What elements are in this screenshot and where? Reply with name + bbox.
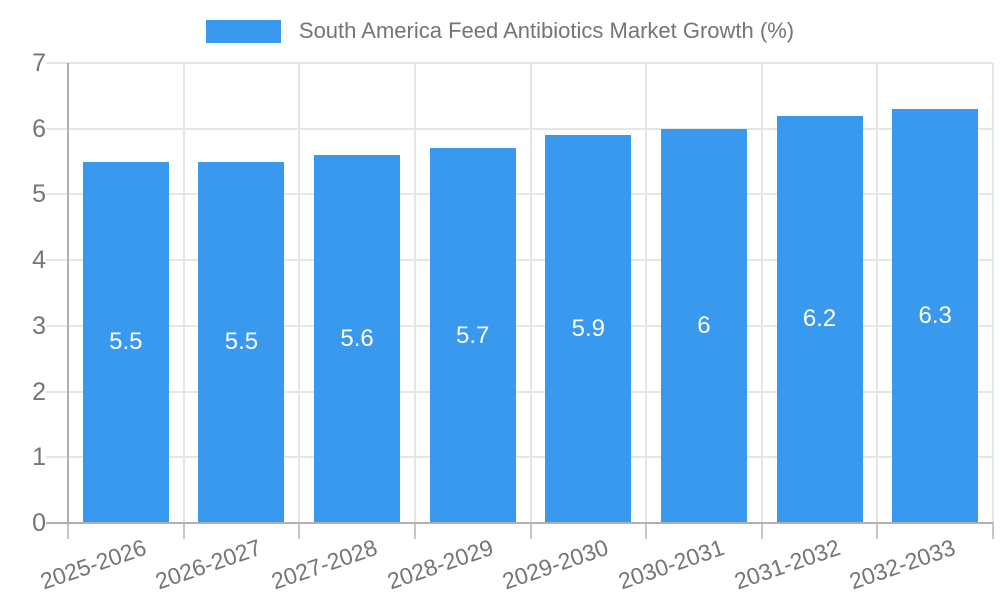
gridline-horizontal xyxy=(46,62,993,64)
gridline-horizontal xyxy=(46,193,993,196)
legend-label: South America Feed Antibiotics Market Gr… xyxy=(298,18,795,43)
gridline-vertical xyxy=(529,63,532,523)
bar xyxy=(660,128,747,523)
x-axis-category-label: 2030-2031 xyxy=(614,534,728,595)
bar-value-label: 5.6 xyxy=(340,325,374,352)
gridline-horizontal xyxy=(46,127,993,130)
gridline-vertical xyxy=(876,63,879,523)
bar-value-label: 5.5 xyxy=(109,328,143,356)
x-axis-line xyxy=(46,522,993,524)
y-axis-line xyxy=(67,63,69,525)
bar xyxy=(82,161,169,523)
y-axis-tick-label: 6 xyxy=(32,114,46,143)
gridline-vertical xyxy=(645,63,648,523)
y-axis-tick-label: 0 xyxy=(32,509,46,537)
x-axis-tick xyxy=(992,523,994,539)
bar xyxy=(314,155,401,523)
x-axis-tick xyxy=(645,523,648,539)
y-axis-tick-label: 7 xyxy=(32,49,46,77)
x-axis-tick xyxy=(182,523,185,539)
x-axis-category-label: 2027-2028 xyxy=(268,534,381,595)
bar-value-label: 6.3 xyxy=(918,302,952,329)
legend[interactable]: South America Feed Antibiotics Market Gr… xyxy=(0,18,1000,44)
bar xyxy=(892,109,979,523)
gridline-horizontal xyxy=(46,324,993,327)
bar-value-label: 5.5 xyxy=(224,328,259,356)
x-axis-tick xyxy=(529,523,532,539)
gridline-vertical xyxy=(298,63,301,523)
y-axis-tick-label: 5 xyxy=(32,180,46,209)
y-axis-tick-label: 1 xyxy=(32,443,46,472)
x-axis-tick xyxy=(67,523,69,539)
gridline-vertical xyxy=(760,63,763,523)
gridline-vertical xyxy=(413,63,416,523)
x-axis-category-label: 2029-2030 xyxy=(499,534,612,595)
x-axis-category-label: 2032-2033 xyxy=(846,534,959,595)
x-axis-tick xyxy=(298,523,301,539)
x-axis-tick xyxy=(413,523,416,539)
bar xyxy=(198,161,285,523)
bar-value-label: 6.2 xyxy=(802,305,837,333)
gridline-horizontal xyxy=(46,390,993,393)
bar xyxy=(776,115,863,523)
legend-swatch-icon xyxy=(205,19,281,43)
x-axis-tick xyxy=(760,523,763,539)
x-axis-category-label: 2031-2032 xyxy=(730,534,844,595)
bar-value-label: 5.7 xyxy=(456,321,490,349)
gridline-horizontal xyxy=(46,456,993,459)
y-axis-tick-label: 3 xyxy=(32,311,46,340)
y-axis-tick-label: 4 xyxy=(32,246,46,275)
x-axis-category-label: 2026-2027 xyxy=(152,534,265,595)
bar xyxy=(545,135,632,523)
gridline-vertical xyxy=(992,63,994,523)
y-axis-tick-label: 2 xyxy=(32,377,46,406)
x-axis-tick xyxy=(876,523,879,539)
x-axis-category-label: 2028-2029 xyxy=(383,534,497,595)
gridline-horizontal xyxy=(46,259,993,262)
bar-value-label: 6 xyxy=(697,311,711,339)
bar xyxy=(429,148,516,523)
bar-value-label: 5.9 xyxy=(571,315,605,343)
gridline-vertical xyxy=(182,63,185,523)
x-axis-category-label: 2025-2026 xyxy=(36,534,150,595)
